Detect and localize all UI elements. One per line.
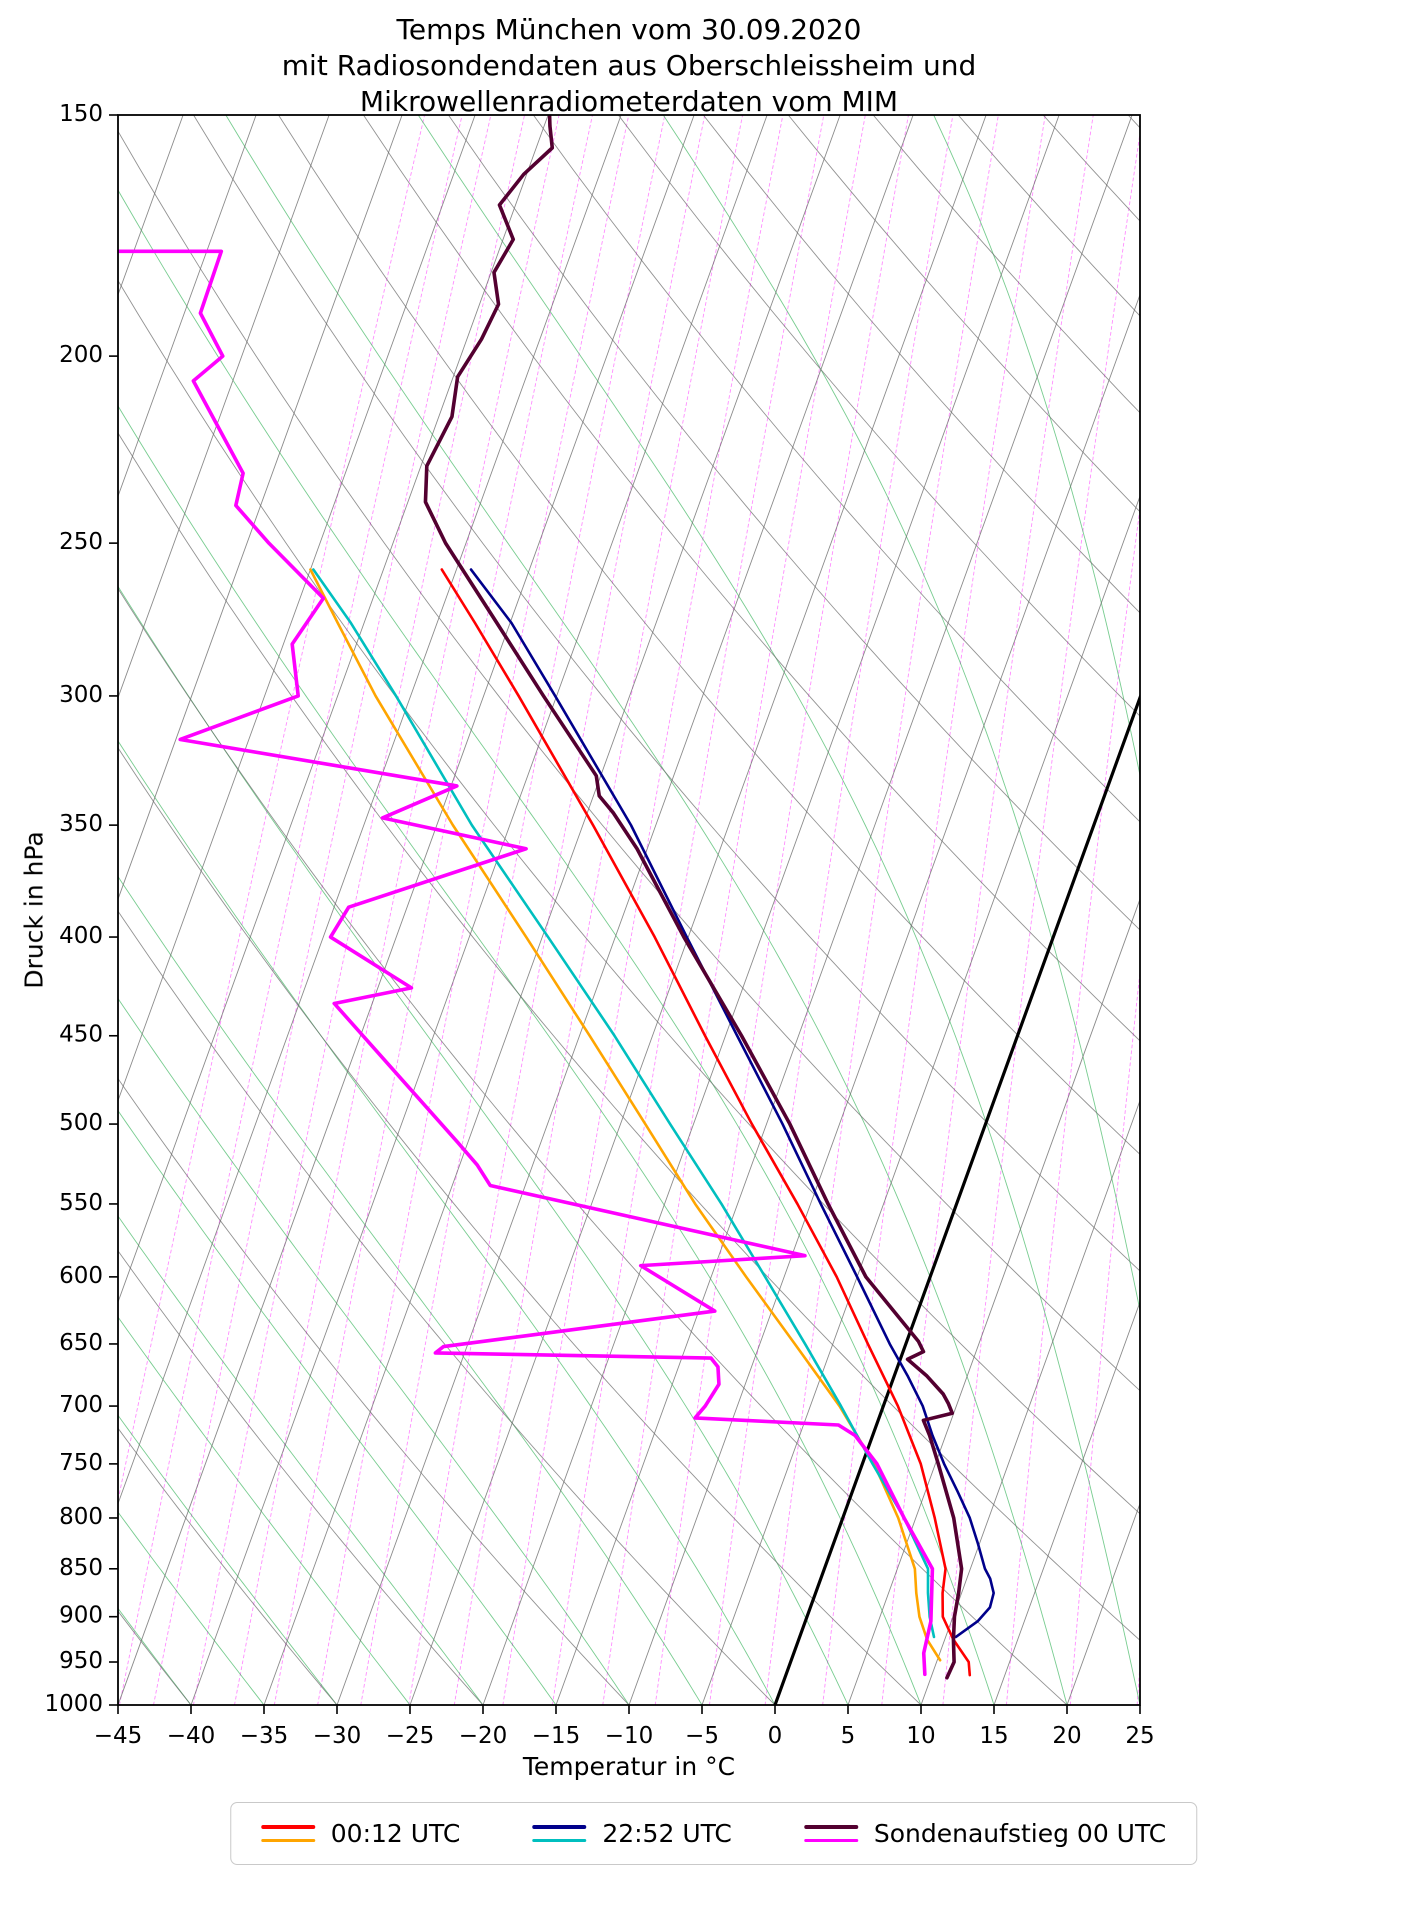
- legend-label: Sondenaufstieg 00 UTC: [873, 1819, 1167, 1848]
- legend-label: 22:52 UTC: [602, 1819, 732, 1848]
- legend-line-swatches: [803, 1825, 858, 1842]
- legend-line-swatches: [260, 1825, 315, 1842]
- skewt-plot-canvas: [0, 0, 1427, 1760]
- legend-line-swatch: [532, 1825, 587, 1829]
- y-axis-label: Druck in hPa: [19, 831, 49, 989]
- legend-entry: Sondenaufstieg 00 UTC: [803, 1819, 1167, 1848]
- legend-line-swatch: [803, 1838, 858, 1842]
- legend-line-swatch: [532, 1838, 587, 1842]
- legend-entry: 22:52 UTC: [532, 1819, 732, 1848]
- legend-entry: 00:12 UTC: [260, 1819, 461, 1848]
- legend-label: 00:12 UTC: [330, 1819, 461, 1848]
- legend-line-swatches: [532, 1825, 587, 1842]
- legend-line-swatch: [803, 1825, 858, 1829]
- x-axis-label: Temperatur in °C: [522, 1752, 736, 1781]
- legend-line-swatch: [260, 1838, 315, 1842]
- legend-line-swatch: [260, 1825, 315, 1829]
- legend: 00:12 UTC 22:52 UTC Sondenaufstieg 00 UTC: [229, 1802, 1198, 1865]
